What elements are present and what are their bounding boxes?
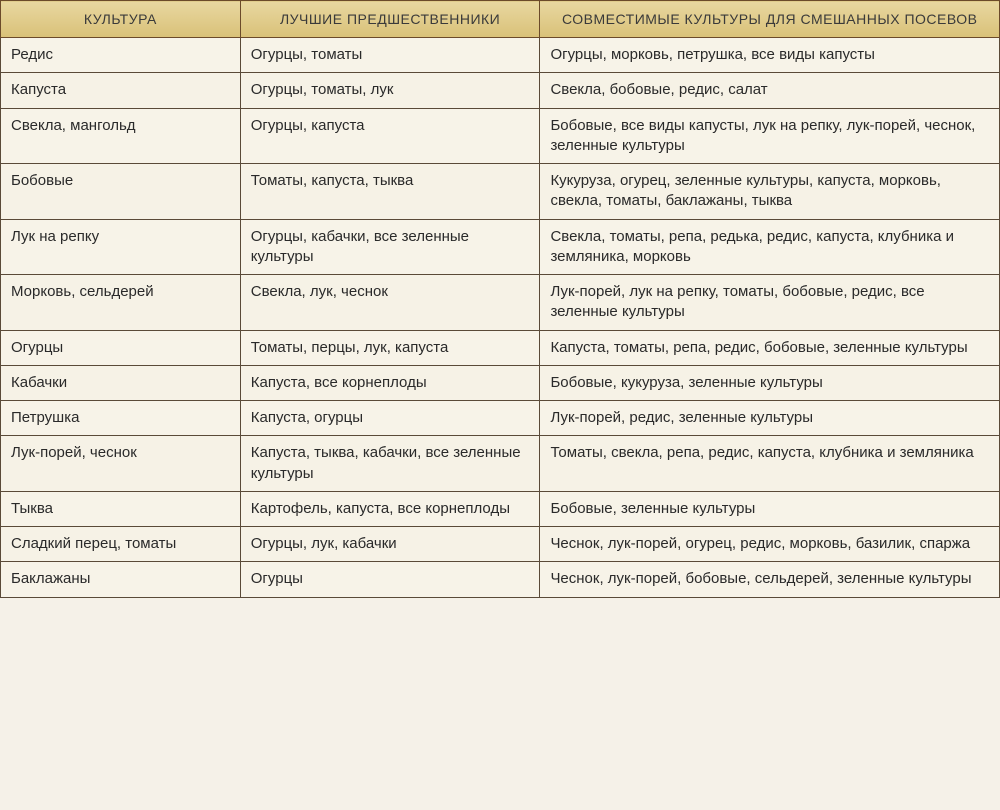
cell-compatible: Бобовые, зеленные культуры: [540, 491, 1000, 526]
cell-culture: Свекла, мангольд: [1, 108, 241, 164]
cell-culture: Сладкий перец, томаты: [1, 527, 241, 562]
cell-predecessors: Капуста, огурцы: [240, 401, 540, 436]
cell-compatible: Огурцы, морковь, петрушка, все виды капу…: [540, 38, 1000, 73]
table-row: РедисОгурцы, томатыОгурцы, морковь, петр…: [1, 38, 1000, 73]
cell-compatible: Кукуруза, огурец, зеленные культуры, кап…: [540, 164, 1000, 220]
cell-compatible: Лук-порей, редис, зеленные культуры: [540, 401, 1000, 436]
cell-compatible: Свекла, бобовые, редис, салат: [540, 73, 1000, 108]
table-row: БаклажаныОгурцыЧеснок, лук-порей, бобовы…: [1, 562, 1000, 597]
cell-culture: Тыква: [1, 491, 241, 526]
cell-compatible: Капуста, томаты, репа, редис, бобовые, з…: [540, 330, 1000, 365]
cell-compatible: Лук-порей, лук на репку, томаты, бобовые…: [540, 275, 1000, 331]
cell-culture: Кабачки: [1, 365, 241, 400]
cell-culture: Баклажаны: [1, 562, 241, 597]
cell-predecessors: Огурцы, томаты, лук: [240, 73, 540, 108]
cell-predecessors: Огурцы, лук, кабачки: [240, 527, 540, 562]
cell-predecessors: Томаты, капуста, тыква: [240, 164, 540, 220]
cell-predecessors: Капуста, тыква, кабачки, все зеленные ку…: [240, 436, 540, 492]
table-row: КапустаОгурцы, томаты, лукСвекла, бобовы…: [1, 73, 1000, 108]
cell-compatible: Бобовые, кукуруза, зеленные культуры: [540, 365, 1000, 400]
cell-culture: Лук на репку: [1, 219, 241, 275]
cell-predecessors: Огурцы, томаты: [240, 38, 540, 73]
cell-culture: Огурцы: [1, 330, 241, 365]
table-row: Свекла, мангольдОгурцы, капустаБобовые, …: [1, 108, 1000, 164]
table-row: Морковь, сельдерейСвекла, лук, чеснокЛук…: [1, 275, 1000, 331]
table-row: БобовыеТоматы, капуста, тыкваКукуруза, о…: [1, 164, 1000, 220]
table-body: РедисОгурцы, томатыОгурцы, морковь, петр…: [1, 38, 1000, 598]
cell-culture: Морковь, сельдерей: [1, 275, 241, 331]
col-header-compatible: СОВМЕСТИМЫЕ КУЛЬТУРЫ ДЛЯ СМЕШАННЫХ ПОСЕВ…: [540, 1, 1000, 38]
cell-predecessors: Капуста, все корнеплоды: [240, 365, 540, 400]
table-row: Лук-порей, чеснокКапуста, тыква, кабачки…: [1, 436, 1000, 492]
cell-culture: Капуста: [1, 73, 241, 108]
crop-rotation-table: КУЛЬТУРА ЛУЧШИЕ ПРЕДШЕСТВЕННИКИ СОВМЕСТИ…: [0, 0, 1000, 598]
col-header-predecessors: ЛУЧШИЕ ПРЕДШЕСТВЕННИКИ: [240, 1, 540, 38]
table-row: ОгурцыТоматы, перцы, лук, капустаКапуста…: [1, 330, 1000, 365]
cell-predecessors: Томаты, перцы, лук, капуста: [240, 330, 540, 365]
cell-predecessors: Свекла, лук, чеснок: [240, 275, 540, 331]
cell-predecessors: Огурцы: [240, 562, 540, 597]
table-row: Лук на репкуОгурцы, кабачки, все зеленны…: [1, 219, 1000, 275]
cell-culture: Петрушка: [1, 401, 241, 436]
cell-culture: Бобовые: [1, 164, 241, 220]
col-header-culture: КУЛЬТУРА: [1, 1, 241, 38]
cell-compatible: Чеснок, лук-порей, бобовые, сельдерей, з…: [540, 562, 1000, 597]
cell-predecessors: Картофель, капуста, все корнеплоды: [240, 491, 540, 526]
cell-culture: Лук-порей, чеснок: [1, 436, 241, 492]
cell-compatible: Свекла, томаты, репа, редька, редис, кап…: [540, 219, 1000, 275]
table-row: ТыкваКартофель, капуста, все корнеплодыБ…: [1, 491, 1000, 526]
table-row: КабачкиКапуста, все корнеплодыБобовые, к…: [1, 365, 1000, 400]
cell-predecessors: Огурцы, кабачки, все зеленные культуры: [240, 219, 540, 275]
cell-culture: Редис: [1, 38, 241, 73]
table-header-row: КУЛЬТУРА ЛУЧШИЕ ПРЕДШЕСТВЕННИКИ СОВМЕСТИ…: [1, 1, 1000, 38]
cell-compatible: Бобовые, все виды капусты, лук на репку,…: [540, 108, 1000, 164]
cell-compatible: Чеснок, лук-порей, огурец, редис, морков…: [540, 527, 1000, 562]
cell-predecessors: Огурцы, капуста: [240, 108, 540, 164]
cell-compatible: Томаты, свекла, репа, редис, капуста, кл…: [540, 436, 1000, 492]
table-row: ПетрушкаКапуста, огурцыЛук-порей, редис,…: [1, 401, 1000, 436]
table-row: Сладкий перец, томатыОгурцы, лук, кабачк…: [1, 527, 1000, 562]
